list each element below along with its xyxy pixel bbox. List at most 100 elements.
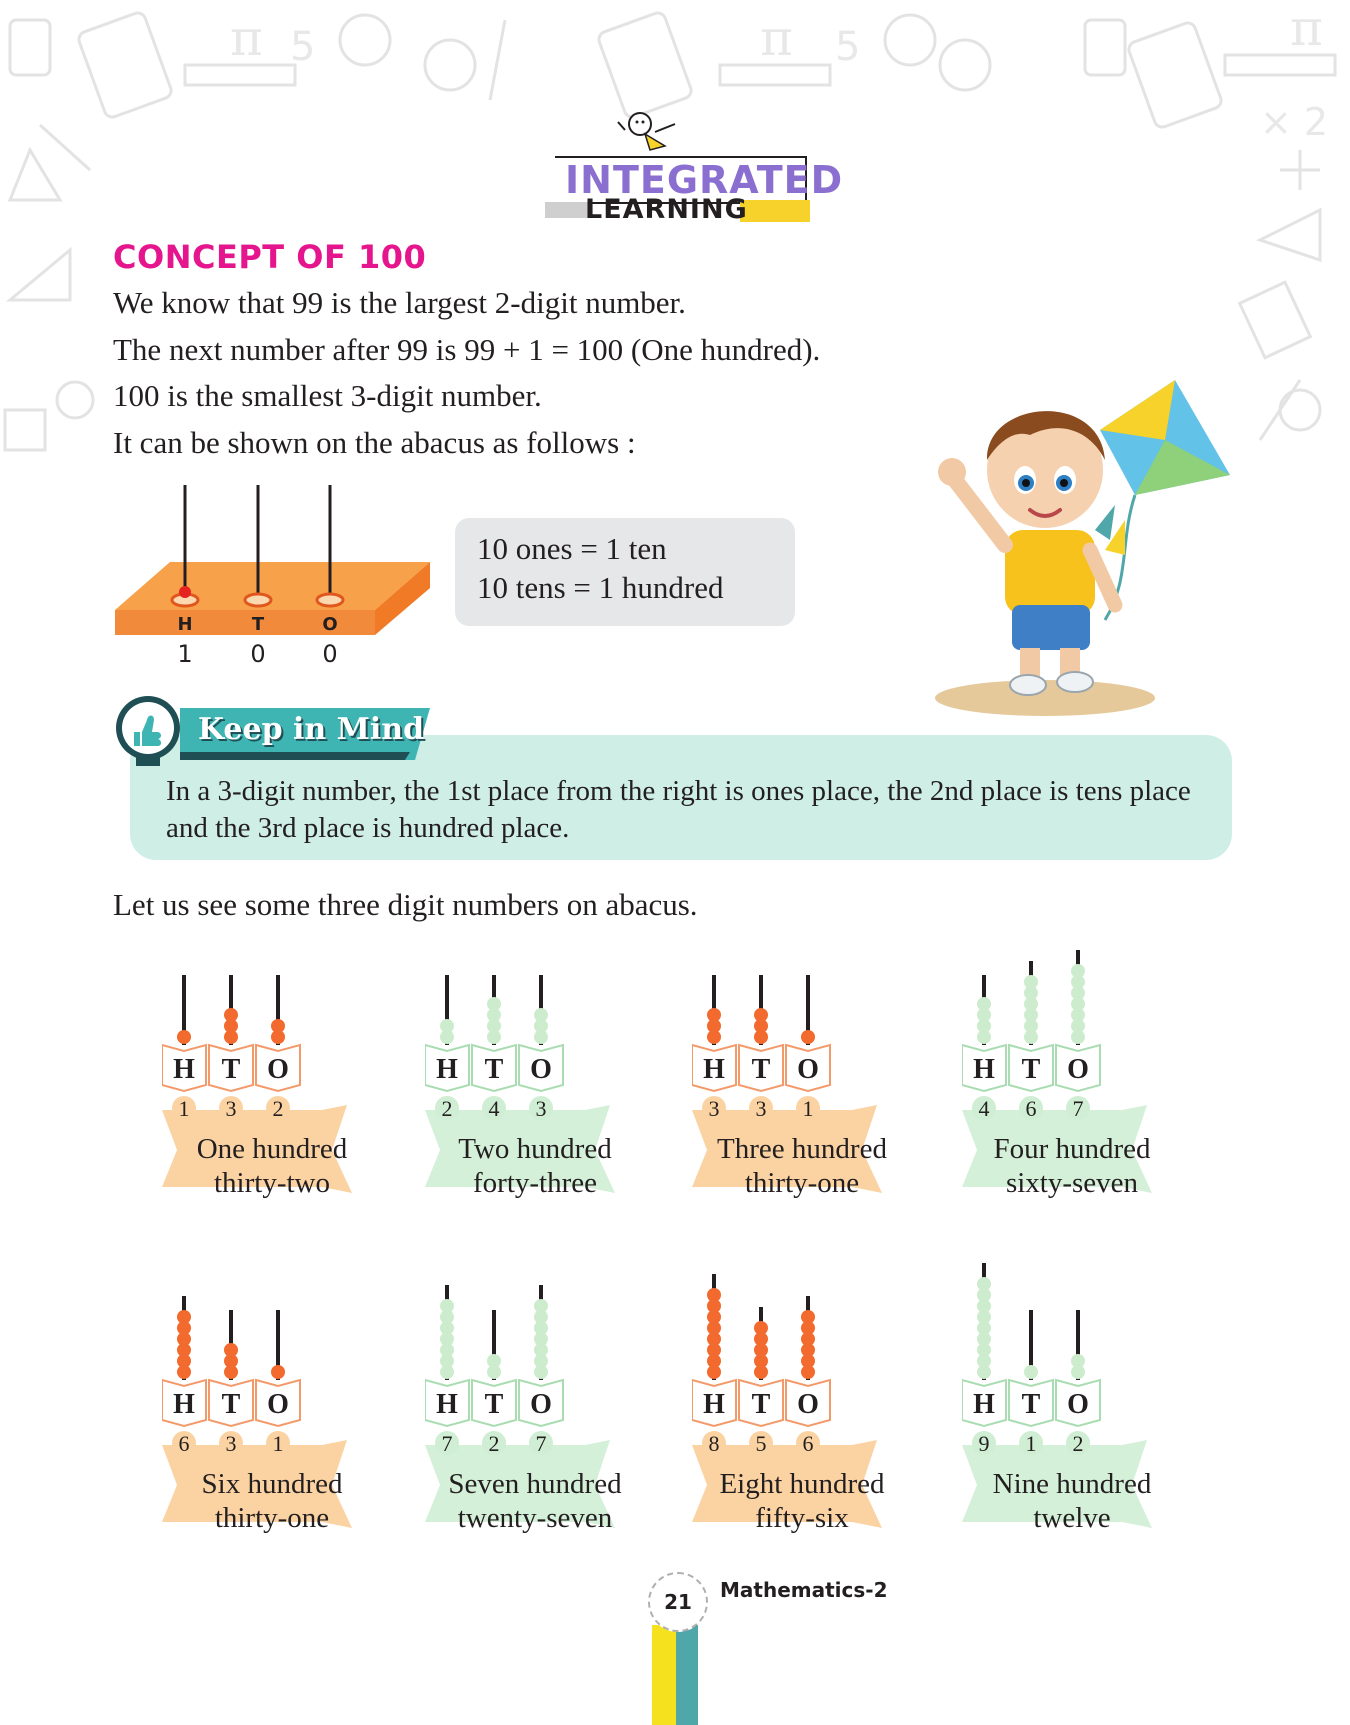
digit-circle — [435, 1431, 459, 1455]
place-letter: T — [485, 1054, 504, 1085]
place-digit: 3 — [226, 1431, 237, 1456]
abacus-bead — [977, 1299, 991, 1313]
svg-text:π: π — [230, 9, 263, 67]
abacus-bead — [1071, 1354, 1085, 1368]
abacus-bead — [801, 1354, 815, 1368]
abacus-diagram: H 9 T 1 O 2 — [962, 1263, 1152, 1528]
equation-box: 10 ones = 1 ten 10 tens = 1 hundred — [455, 518, 795, 626]
page-number: 21 — [648, 1572, 708, 1632]
intro-line: 100 is the smallest 3-digit number. — [113, 378, 542, 413]
abacus-bead — [487, 1365, 501, 1379]
number-name-line2: twelve — [1033, 1502, 1111, 1534]
number-name-line2: thirty-one — [744, 1167, 860, 1199]
rod-socket — [315, 592, 345, 608]
svg-text:5: 5 — [290, 24, 315, 70]
place-letter: T — [1022, 1054, 1041, 1085]
place-label-t: T — [252, 614, 265, 635]
abacus-bead — [440, 1030, 454, 1044]
place-letter: T — [752, 1389, 771, 1420]
keep-in-mind-text: In a 3-digit number, the 1st place from … — [166, 775, 1191, 844]
abacus-diagram: H 7 T 2 O 7 — [425, 1285, 615, 1528]
shorts — [1012, 605, 1090, 650]
place-box — [738, 1043, 784, 1093]
abacus-bead — [977, 1030, 991, 1044]
lead-sentence: Let us see some three digit numbers on a… — [113, 887, 698, 922]
number-name-line2: fifty-six — [755, 1502, 849, 1534]
abacus-bead — [440, 1332, 454, 1346]
place-digit: 5 — [756, 1431, 767, 1456]
abacus-bead — [707, 1288, 721, 1302]
abacus-bead — [177, 1321, 191, 1335]
abacus-base-top — [115, 562, 430, 610]
digit-ones: 0 — [322, 640, 337, 668]
bead-hundred — [179, 586, 191, 598]
abacus-diagram: H 2 T 4 O 3 — [425, 975, 615, 1193]
name-banner — [962, 1105, 1152, 1193]
abacus-bead — [707, 1299, 721, 1313]
abacus-bead — [707, 1008, 721, 1022]
abacus-bead — [534, 1008, 548, 1022]
number-name-line1: Eight hundred — [719, 1468, 885, 1500]
footer-stripe-yellow — [652, 1625, 676, 1725]
abacus-bead — [1071, 1030, 1085, 1044]
abacus-bead — [1024, 1019, 1038, 1033]
place-box — [162, 1378, 207, 1428]
place-digit: 9 — [979, 1431, 990, 1456]
place-letter: O — [530, 1054, 552, 1085]
name-banner — [162, 1105, 352, 1193]
section-title: CONCEPT OF 100 — [113, 238, 427, 276]
svg-text:× 2: × 2 — [1260, 100, 1328, 144]
place-digit: 4 — [489, 1096, 500, 1121]
abacus-bead — [1024, 986, 1038, 1000]
digit-tens: 0 — [250, 640, 265, 668]
place-digit: 7 — [1073, 1096, 1084, 1121]
place-box — [162, 1043, 207, 1093]
abacus-bead — [440, 1343, 454, 1357]
abacus-bead — [1071, 1019, 1085, 1033]
digit-circle — [482, 1096, 506, 1120]
digit-circle — [266, 1431, 290, 1455]
place-box — [1008, 1378, 1054, 1428]
place-digit: 3 — [756, 1096, 767, 1121]
logo-text-integrated: INTEGRATED — [565, 158, 844, 202]
place-box — [785, 1043, 831, 1093]
abacus-bead — [1071, 997, 1085, 1011]
number-name-line2: thirty-two — [214, 1167, 330, 1199]
abacus-bead — [534, 1354, 548, 1368]
abacus-100-diagram: H T O 1 0 0 — [115, 485, 430, 668]
abacus-bead — [707, 1343, 721, 1357]
number-name: Two hundred forty-three — [445, 1132, 625, 1200]
abacus-bead — [801, 1310, 815, 1324]
abacus-example-4: H 4 T 6 O 7 Four hundred sixty-seven — [962, 915, 1182, 1215]
place-box — [471, 1043, 517, 1093]
abacus-bead — [177, 1030, 191, 1044]
abacus-bead — [754, 1343, 768, 1357]
svg-text:5: 5 — [835, 24, 860, 70]
abacus-bead — [977, 1321, 991, 1335]
keep-in-mind-banner — [180, 708, 430, 760]
abacus-bead — [754, 1008, 768, 1022]
abacus-bead — [1024, 997, 1038, 1011]
abacus-example-8: H 9 T 1 O 2 Nine hundred twelve — [962, 1250, 1182, 1550]
abacus-bead — [487, 997, 501, 1011]
abacus-example-2: H 2 T 4 O 3 Two hundred forty-three — [425, 915, 645, 1215]
place-digit: 8 — [709, 1431, 720, 1456]
abacus-bead — [224, 1343, 238, 1357]
abacus-bead — [707, 1332, 721, 1346]
abacus-bead — [534, 1019, 548, 1033]
digit-circle — [749, 1431, 773, 1455]
shoe — [1056, 671, 1094, 693]
place-box — [425, 1043, 470, 1093]
abacus-bead — [977, 997, 991, 1011]
place-letter: O — [267, 1054, 289, 1085]
abacus-bead — [754, 1019, 768, 1033]
number-name-line2: sixty-seven — [1005, 1167, 1139, 1199]
place-digit: 6 — [803, 1431, 814, 1456]
abacus-bead — [801, 1321, 815, 1335]
name-banner — [692, 1440, 882, 1528]
abacus-bead — [977, 1365, 991, 1379]
place-box — [208, 1378, 254, 1428]
abacus-bead — [177, 1354, 191, 1368]
abacus-bead — [224, 1008, 238, 1022]
book-title: Mathematics-2 — [720, 1578, 888, 1602]
